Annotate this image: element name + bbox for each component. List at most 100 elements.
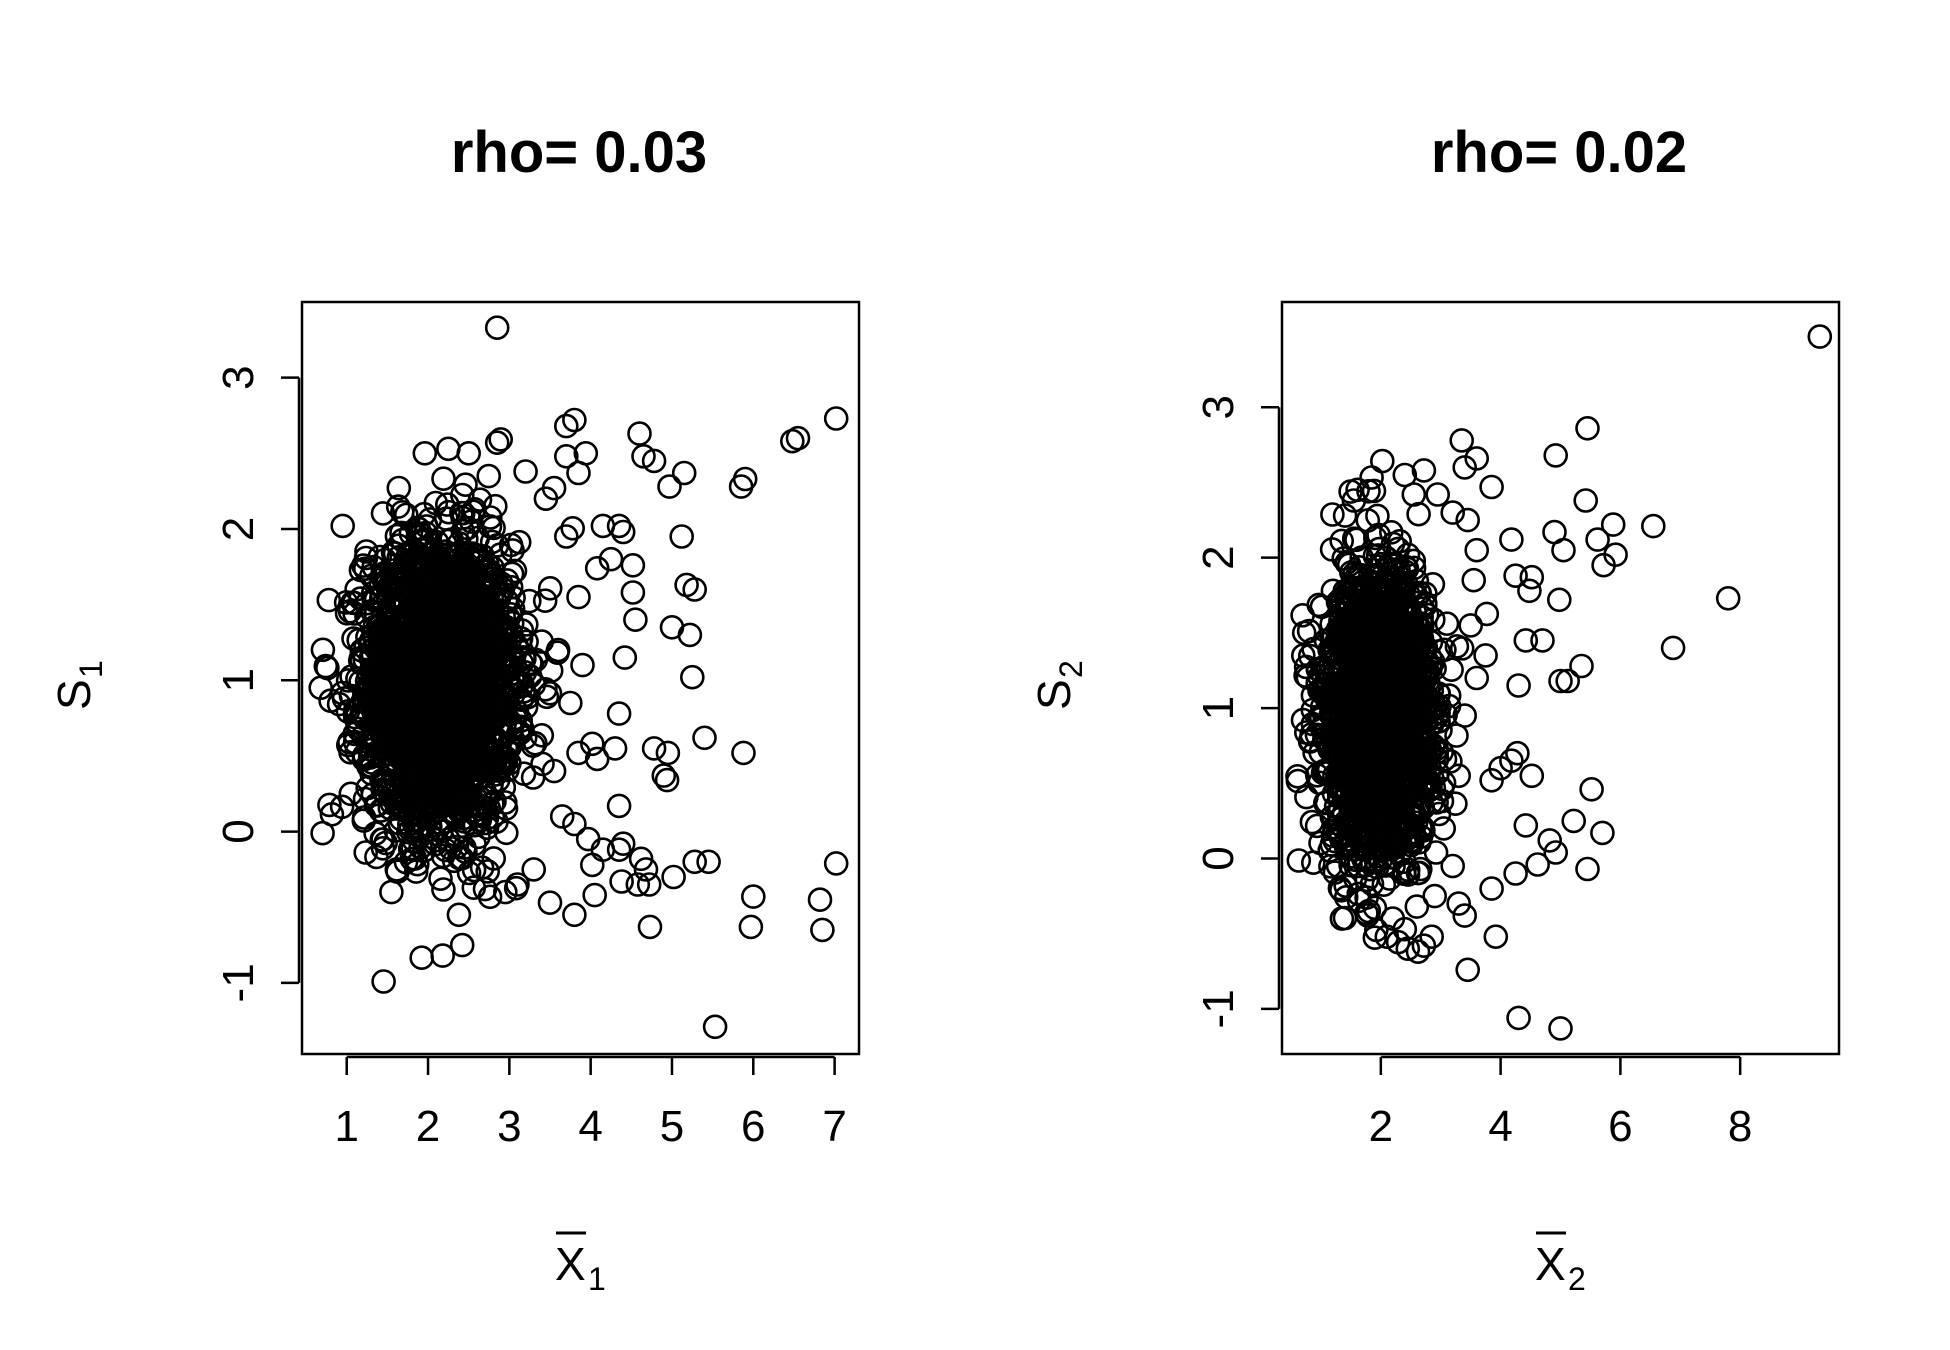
x-tick-label: 4 <box>1488 1102 1512 1151</box>
data-point <box>1452 903 1477 928</box>
data-point <box>1530 628 1555 653</box>
data-point <box>1506 1005 1531 1031</box>
x-axis-label-main: X <box>1535 1238 1566 1290</box>
data-point <box>441 779 467 804</box>
y-tick-label: 3 <box>1194 395 1243 419</box>
data-point <box>335 699 361 724</box>
data-point <box>1290 707 1316 733</box>
data-point <box>641 736 667 761</box>
data-point <box>1341 488 1367 513</box>
data-point <box>316 587 342 613</box>
data-point <box>342 601 367 626</box>
data-point <box>1341 740 1367 766</box>
data-point <box>449 482 475 508</box>
data-point <box>671 460 697 486</box>
y-tick-label: 0 <box>214 819 263 843</box>
data-point <box>602 736 628 761</box>
data-point <box>455 580 481 606</box>
data-point <box>428 631 454 657</box>
data-point <box>1452 455 1477 480</box>
x-axis-label-subscript: 2 <box>1568 1261 1586 1297</box>
data-point <box>1401 482 1427 507</box>
data-point <box>609 869 634 894</box>
data-point <box>579 731 605 757</box>
data-point <box>1438 749 1463 774</box>
plot-frame <box>300 300 861 1056</box>
data-point <box>1585 527 1610 552</box>
data-point <box>610 519 636 545</box>
data-point <box>497 750 522 776</box>
data-point <box>537 890 563 916</box>
data-point <box>1461 567 1486 593</box>
data-point <box>363 587 389 612</box>
data-point <box>1406 860 1432 886</box>
data-point <box>475 859 501 884</box>
x-tick-label: 4 <box>578 1102 602 1151</box>
data-point <box>308 675 334 701</box>
data-point <box>1413 593 1438 618</box>
data-point <box>620 580 646 605</box>
data-point <box>468 793 494 819</box>
data-point <box>620 552 646 578</box>
data-point <box>532 588 558 614</box>
data-point <box>338 781 364 807</box>
y-tick-label: -1 <box>214 963 263 1002</box>
data-point <box>371 969 396 994</box>
data-point <box>1394 660 1419 686</box>
data-point <box>654 767 680 793</box>
data-point <box>1479 474 1504 500</box>
data-point <box>1422 883 1447 909</box>
data-point <box>1356 898 1382 924</box>
data-point <box>516 588 542 614</box>
data-point <box>807 887 833 913</box>
data-point <box>372 563 397 588</box>
data-point <box>514 629 539 655</box>
data-point <box>1455 957 1480 983</box>
data-point <box>682 577 708 602</box>
data-point <box>1473 643 1498 668</box>
data-point <box>1378 566 1404 592</box>
data-point <box>473 810 499 836</box>
data-point <box>1641 513 1666 539</box>
data-point <box>1286 848 1312 873</box>
data-point <box>1320 578 1346 604</box>
data-point <box>390 611 415 636</box>
data-point <box>1291 620 1317 646</box>
data-point <box>1503 563 1528 589</box>
data-point <box>1548 668 1573 694</box>
x-axis-label: X 1 <box>555 1231 606 1297</box>
y-axis-label: S 1 <box>48 660 109 710</box>
data-point <box>1519 763 1545 789</box>
x-tick-label: 8 <box>1728 1102 1752 1151</box>
data-point <box>1660 635 1686 661</box>
data-point <box>702 1014 728 1040</box>
data-point <box>450 817 476 843</box>
x-tick-label: 2 <box>1369 1102 1393 1151</box>
data-point <box>358 753 384 779</box>
data-point <box>370 501 396 526</box>
data-point <box>661 864 686 890</box>
data-point <box>631 443 656 469</box>
data-point <box>431 466 456 492</box>
data-point <box>1401 819 1426 845</box>
data-point <box>810 917 835 943</box>
data-point <box>1474 601 1500 627</box>
data-point <box>823 406 849 431</box>
data-point <box>1350 835 1376 861</box>
data-point <box>570 652 595 678</box>
data-point <box>533 486 559 512</box>
data-point <box>657 474 682 499</box>
data-point <box>412 440 438 466</box>
data-point <box>485 586 511 611</box>
data-point <box>383 818 409 843</box>
data-point <box>467 487 493 513</box>
data-point <box>465 673 490 699</box>
data-point <box>1380 705 1405 731</box>
data-point <box>438 566 463 592</box>
data-point <box>504 699 530 725</box>
data-point <box>562 407 587 433</box>
